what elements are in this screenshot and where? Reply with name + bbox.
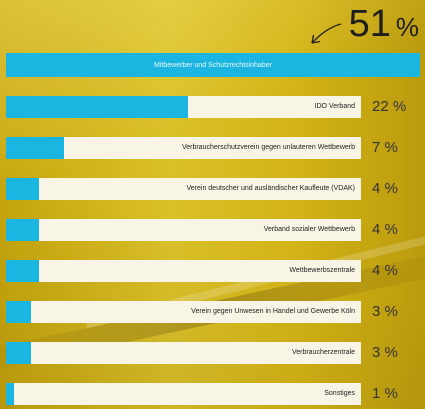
bar-row: Sonstiges [6, 383, 361, 405]
bar [6, 301, 31, 323]
data-label: 4 % [372, 221, 398, 238]
total-value: 51 [348, 3, 391, 45]
data-label: 4 % [372, 180, 398, 197]
bar-label: Verbraucherzentrale [291, 349, 355, 356]
bar [6, 260, 39, 282]
bar-row: IDO Verband [6, 96, 361, 118]
bar-label: Verein deutscher und ausländischer Kaufl… [186, 185, 356, 192]
data-label: 3 % [372, 303, 398, 320]
data-label: 7 % [372, 139, 398, 156]
bar-row: Verbraucherzentrale [6, 342, 361, 364]
total-unit: % [395, 12, 419, 42]
bar [6, 383, 14, 405]
bar [6, 342, 31, 364]
bar-label: Wettbewerbszentrale [289, 267, 355, 274]
data-label: 1 % [372, 385, 398, 402]
bar-row: Wettbewerbszentrale [6, 260, 361, 282]
category-header-label: Mitbewerber und Schutzrechtsinhaber [154, 61, 272, 69]
bar-row: Verein deutscher und ausländischer Kaufl… [6, 178, 361, 200]
bar [6, 178, 39, 200]
arrow-icon [311, 23, 342, 44]
bar-label: Verband sozialer Wettbewerb [263, 226, 355, 233]
total-percentage: 51 % [349, 4, 419, 44]
bar [6, 137, 64, 159]
data-label: 4 % [372, 262, 398, 279]
category-header-bar: Mitbewerber und Schutzrechtsinhaber [6, 53, 420, 77]
bar [6, 219, 39, 241]
data-label: 22 % [372, 98, 407, 115]
bar-row: Verbraucherschutzverein gegen unlauteren… [6, 137, 361, 159]
bar [6, 96, 188, 118]
bar-label: IDO Verband [314, 103, 355, 110]
bar-row: Verein gegen Unwesen in Handel und Gewer… [6, 301, 361, 323]
bar-label: Verbraucherschutzverein gegen unlauteren… [181, 144, 355, 151]
bar-row: Verband sozialer Wettbewerb [6, 219, 361, 241]
bar-label: Verein gegen Unwesen in Handel und Gewer… [191, 308, 355, 315]
bar-label: Sonstiges [324, 390, 355, 397]
data-label: 3 % [372, 344, 398, 361]
